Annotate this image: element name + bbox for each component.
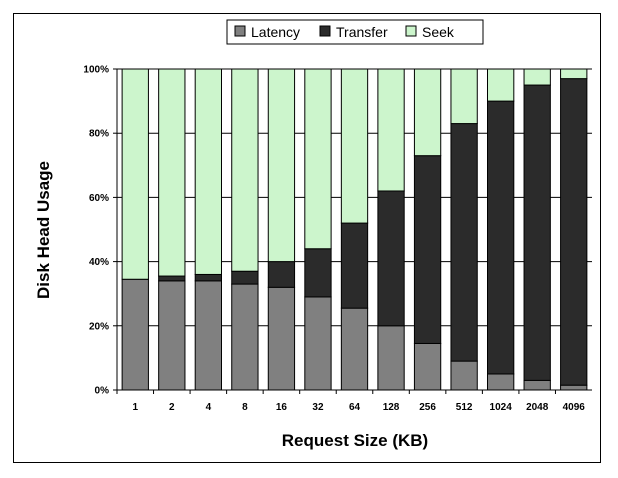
- x-tick-label: 1024: [490, 402, 513, 413]
- axes: [116, 69, 592, 391]
- bar-seek: [194, 68, 222, 275]
- bar-transfer: [194, 273, 222, 282]
- bar-latency: [158, 280, 186, 391]
- bar-latency: [413, 342, 442, 391]
- x-tick-label: 1: [132, 402, 138, 413]
- bar-latency: [267, 286, 296, 391]
- y-tick-label: 80%: [89, 129, 109, 140]
- bar-seek: [523, 68, 551, 86]
- bar-latency: [523, 379, 551, 391]
- bar-seek: [413, 68, 442, 157]
- bar-latency: [194, 280, 222, 391]
- bars: [121, 68, 588, 391]
- bar-transfer: [158, 275, 186, 282]
- legend: Latency Transfer Seek: [226, 19, 484, 45]
- bar-transfer: [231, 270, 259, 285]
- y-axis-title: Disk Head Usage: [34, 161, 53, 299]
- y-tick-label: 60%: [89, 193, 109, 204]
- x-tick-label: 64: [349, 402, 361, 413]
- x-tick-label: 8: [242, 402, 248, 413]
- bar-latency: [304, 296, 332, 391]
- bar-seek: [304, 68, 332, 250]
- x-tick-label: 128: [383, 402, 400, 413]
- x-tick-label: 32: [312, 402, 324, 413]
- bar-seek: [267, 68, 296, 263]
- y-tick-labels: 0% 20% 40% 60% 80% 100%: [83, 65, 109, 397]
- y-tick-label: 0%: [95, 386, 110, 397]
- bar-latency: [377, 325, 405, 391]
- bar-seek: [487, 68, 515, 102]
- x-tick-label: 4096: [563, 402, 586, 413]
- legend-label-transfer: Transfer: [336, 24, 388, 40]
- legend-swatch-latency: [234, 25, 246, 37]
- legend-swatch-seek: [405, 25, 417, 37]
- bar-seek: [340, 68, 369, 224]
- x-tick-label: 512: [456, 402, 473, 413]
- bar-transfer: [450, 123, 478, 362]
- bar-latency: [450, 360, 478, 391]
- x-tick-label: 2048: [526, 402, 549, 413]
- x-tick-label: 256: [419, 402, 436, 413]
- bar-seek: [231, 68, 259, 272]
- legend-label-seek: Seek: [422, 24, 455, 40]
- bar-seek: [560, 68, 588, 80]
- x-tick-label: 16: [276, 402, 288, 413]
- bar-seek: [121, 68, 149, 280]
- x-tick-labels: 1 2 4 8 16 32 64 128 256 512 1024 2048 4096: [132, 402, 585, 413]
- bar-transfer: [304, 248, 332, 298]
- legend-box: [226, 19, 484, 45]
- x-axis-title: Request Size (KB): [282, 431, 428, 450]
- bar-latency: [121, 278, 149, 391]
- bar-transfer: [523, 84, 551, 381]
- legend-label-latency: Latency: [251, 24, 300, 40]
- bar-transfer: [413, 155, 442, 344]
- x-tick-label: 4: [206, 402, 212, 413]
- bar-transfer: [267, 261, 296, 288]
- bar-transfer: [487, 100, 515, 375]
- bar-seek: [377, 68, 405, 192]
- bar-transfer: [377, 190, 405, 327]
- bar-latency: [231, 283, 259, 391]
- bar-transfer: [560, 78, 588, 386]
- legend-swatch-transfer: [319, 25, 331, 37]
- bar-latency: [340, 307, 369, 391]
- y-tick-label: 100%: [83, 65, 109, 76]
- bar-seek: [158, 68, 186, 277]
- x-tick-label: 2: [169, 402, 175, 413]
- bar-transfer: [340, 222, 369, 309]
- bar-seek: [450, 68, 478, 125]
- bar-latency: [487, 373, 515, 391]
- y-tick-label: 40%: [89, 257, 109, 268]
- y-tick-label: 20%: [89, 321, 109, 332]
- bar-latency: [560, 384, 588, 391]
